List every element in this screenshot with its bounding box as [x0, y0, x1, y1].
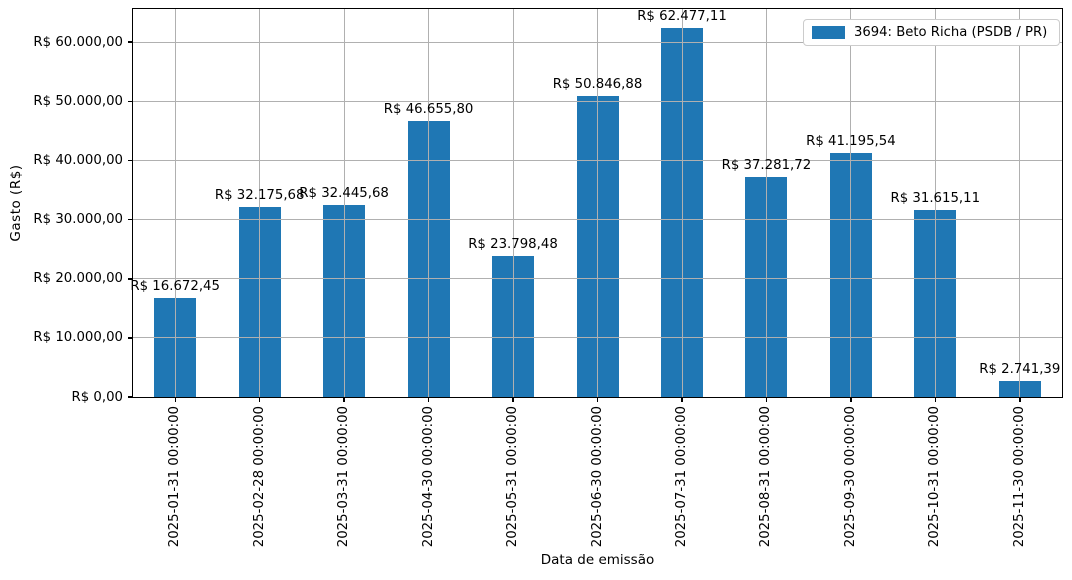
y-tick-label: R$ 50.000,00 — [33, 93, 123, 109]
y-tick-label: R$ 10.000,00 — [33, 330, 123, 346]
bar-value-label: R$ 50.846,88 — [552, 77, 643, 93]
y-tick — [128, 41, 133, 43]
y-tick — [128, 100, 133, 102]
x-tick — [934, 397, 937, 402]
x-tick-label: 2025-01-31 00:00:00 — [167, 406, 183, 548]
x-gridline — [765, 9, 767, 397]
x-tick — [343, 397, 345, 402]
y-tick — [128, 396, 133, 398]
x-tick — [1019, 397, 1021, 402]
x-tick — [512, 397, 514, 402]
x-tick-label: 2025-03-31 00:00:00 — [336, 406, 352, 548]
x-gridline — [850, 9, 852, 397]
x-tick-label: 2025-05-31 00:00:00 — [505, 406, 520, 548]
bar-value-label: R$ 37.281,72 — [721, 157, 812, 173]
x-tick — [765, 397, 768, 402]
legend: 3694: Beto Richa (PSDB / PR) — [803, 19, 1060, 46]
x-gridline — [597, 9, 598, 397]
x-tick — [596, 397, 599, 402]
y-tick-label: R$ 30.000,00 — [33, 212, 123, 228]
x-tick — [681, 397, 683, 402]
bar-value-label: R$ 31.615,11 — [890, 191, 981, 206]
x-gridline — [174, 9, 176, 397]
bar-value-label: R$ 46.655,80 — [383, 102, 474, 117]
x-gridline — [259, 9, 261, 397]
x-tick — [427, 397, 430, 402]
x-tick — [850, 397, 852, 402]
y-tick-label: R$ 60.000,00 — [33, 34, 123, 50]
x-tick-label: 2025-08-31 00:00:00 — [758, 406, 774, 548]
x-tick — [258, 397, 261, 402]
x-tick — [174, 397, 176, 402]
bar-value-label: R$ 16.672,45 — [130, 279, 220, 295]
x-gridline — [681, 9, 683, 397]
bar-value-label: R$ 2.741,39 — [979, 361, 1061, 377]
bar-value-label: R$ 23.798,48 — [468, 237, 558, 253]
bar-value-label: R$ 41.195,54 — [806, 134, 896, 150]
x-tick-label: 2025-06-30 00:00:00 — [589, 406, 605, 548]
x-tick-label: 2025-11-30 00:00:00 — [1011, 406, 1027, 548]
x-gridline — [512, 9, 514, 397]
legend-swatch — [812, 26, 845, 39]
x-tick-label: 2025-07-31 00:00:00 — [674, 406, 689, 548]
y-tick-label: R$ 0,00 — [71, 389, 123, 405]
x-gridline — [343, 9, 345, 397]
y-tick — [128, 278, 133, 280]
y-tick — [128, 159, 133, 162]
x-axis-title: Data de emissão — [540, 552, 655, 568]
y-tick-label: R$ 40.000,00 — [33, 152, 123, 168]
x-gridline — [934, 9, 936, 397]
x-tick-label: 2025-10-31 00:00:00 — [927, 406, 943, 548]
bar-value-label: R$ 32.175,68 — [214, 187, 305, 203]
x-gridline — [428, 9, 430, 397]
x-tick-label: 2025-02-28 00:00:00 — [251, 406, 267, 548]
y-tick — [128, 218, 133, 221]
y-axis-title: Gasto (R$) — [8, 164, 24, 242]
legend-label: 3694: Beto Richa (PSDB / PR) — [854, 25, 1048, 40]
y-tick-label: R$ 20.000,00 — [33, 271, 123, 287]
x-tick-label: 2025-09-30 00:00:00 — [842, 406, 858, 548]
x-tick-label: 2025-04-30 00:00:00 — [420, 406, 436, 548]
bar-value-label: R$ 32.445,68 — [299, 186, 389, 202]
bar-value-label: R$ 62.477,11 — [637, 8, 727, 24]
y-tick — [128, 337, 133, 339]
x-gridline — [1019, 9, 1021, 397]
